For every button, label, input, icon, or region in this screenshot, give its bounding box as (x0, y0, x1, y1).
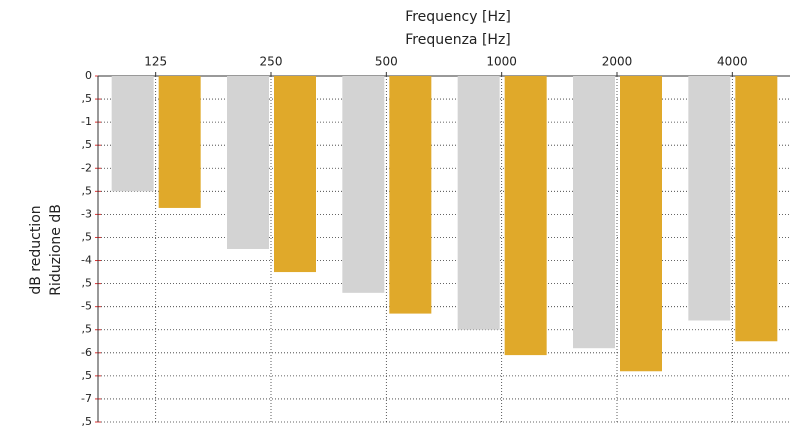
y-tick-label: ,5 (82, 369, 93, 382)
y-tick-label: -3 (81, 207, 92, 220)
y-tick-label: ,5 (82, 323, 93, 336)
y-tick-label: ,5 (82, 230, 93, 243)
bar (111, 76, 154, 192)
x-tick-label: 4000 (717, 55, 748, 69)
bar (158, 76, 201, 208)
x-axis-title: Frequenza [Hz] (405, 32, 511, 48)
y-tick-label: ,5 (82, 184, 93, 197)
bar (342, 76, 385, 293)
x-tick-label: 125 (144, 55, 167, 69)
y-tick-label: -6 (81, 346, 92, 359)
x-tick-label: 2000 (602, 55, 633, 69)
bar (620, 76, 662, 372)
y-axis-title: Riduzione dB (48, 204, 64, 296)
x-tick-label: 500 (375, 55, 398, 69)
x-axis-title: Frequency [Hz] (405, 9, 511, 25)
y-tick-label: -7 (81, 392, 92, 405)
x-tick-label: 1000 (486, 55, 517, 69)
bar (573, 76, 615, 349)
bar (227, 76, 269, 249)
bar (389, 76, 432, 314)
y-tick-label: -1 (81, 115, 92, 128)
y-tick-label: ,5 (82, 277, 93, 290)
bar (504, 76, 547, 356)
y-tick-label: -4 (81, 254, 92, 267)
y-tick-label: ,5 (82, 138, 93, 151)
bar (735, 76, 778, 342)
bar (274, 76, 316, 273)
y-tick-label: 0 (85, 69, 92, 82)
bar (688, 76, 731, 321)
y-tick-label: -2 (81, 161, 92, 174)
y-tick-label: ,5 (82, 92, 93, 105)
bar (457, 76, 500, 330)
y-tick-label: -5 (81, 300, 92, 313)
y-tick-label: ,5 (82, 415, 93, 428)
x-tick-label: 250 (260, 55, 283, 69)
y-axis-title: dB reduction (28, 205, 44, 294)
